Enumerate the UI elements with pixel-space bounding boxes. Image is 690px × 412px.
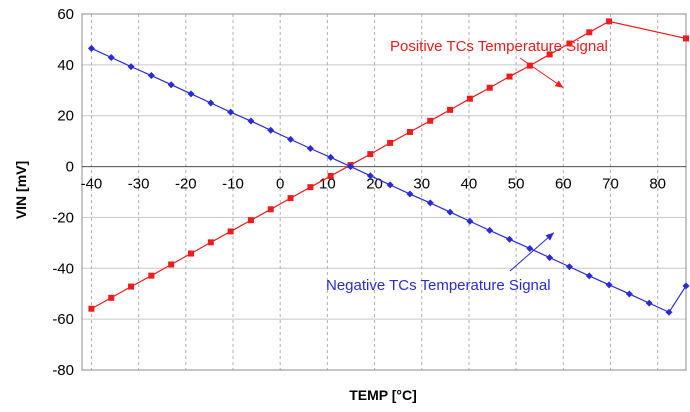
x-tick-label: 80: [649, 176, 666, 193]
data-point: [227, 108, 235, 116]
data-point: [606, 18, 613, 25]
data-point: [427, 117, 434, 124]
y-axis-title: VIN [mV]: [13, 161, 29, 219]
data-point: [406, 190, 414, 198]
x-tick-label: 30: [413, 176, 430, 193]
data-point: [247, 117, 255, 125]
annotation-arrowhead: [554, 80, 564, 88]
data-point: [486, 226, 494, 234]
data-point: [108, 294, 115, 301]
data-point: [406, 128, 413, 135]
data-point: [168, 261, 175, 268]
data-point: [346, 163, 354, 171]
x-tick-label: -20: [175, 176, 197, 193]
y-tick-label: -60: [52, 311, 74, 328]
annotation-arrow-line: [519, 57, 564, 89]
grid-layer: [82, 13, 686, 371]
plot-border: [81, 13, 687, 371]
data-point: [267, 206, 274, 213]
data-point: [526, 62, 533, 69]
data-point: [327, 172, 334, 179]
y-tick-label: 0: [66, 159, 74, 176]
data-point: [167, 81, 175, 89]
series-positive: [88, 18, 689, 312]
data-point: [566, 40, 573, 47]
data-point: [127, 63, 135, 71]
data-point: [387, 139, 394, 146]
data-point: [207, 239, 214, 246]
x-tick-label: 0: [276, 176, 284, 193]
x-tick-label: -40: [81, 176, 103, 193]
data-point: [128, 283, 135, 290]
data-point: [546, 254, 554, 262]
data-point: [565, 263, 573, 271]
x-tick-label: -10: [222, 176, 244, 193]
x-tick-label: 50: [508, 176, 525, 193]
y-tick-label: -20: [52, 209, 74, 226]
annotation-arrowhead: [545, 232, 554, 241]
data-point: [446, 208, 454, 216]
data-point: [506, 73, 513, 80]
data-point: [466, 217, 474, 225]
data-point: [426, 199, 434, 207]
data-point: [466, 95, 473, 102]
data-point: [526, 244, 534, 252]
data-point: [227, 228, 234, 235]
data-point: [586, 29, 593, 36]
y-tick-label: -80: [52, 362, 74, 379]
y-tick-label: 60: [57, 6, 74, 23]
data-point: [605, 281, 613, 289]
data-point: [367, 151, 374, 158]
data-point: [447, 106, 454, 113]
x-tick-label: 70: [602, 176, 619, 193]
data-point: [187, 90, 195, 98]
x-tick-label: 60: [555, 176, 572, 193]
data-point: [247, 217, 254, 224]
data-point: [188, 250, 195, 257]
data-point: [625, 290, 633, 298]
y-tick-label: -40: [52, 260, 74, 277]
data-point: [585, 272, 593, 280]
series-negative: [87, 44, 690, 316]
annotation-text: Negative TCs Temperature Signal: [326, 277, 551, 294]
data-point: [267, 126, 275, 134]
annotation-positive: Positive TCs Temperature Signal: [390, 38, 608, 89]
data-point: [87, 44, 95, 52]
annotation-text: Positive TCs Temperature Signal: [390, 38, 608, 55]
data-point: [645, 299, 653, 307]
y-tick-label: 40: [57, 57, 74, 74]
data-point: [147, 72, 155, 80]
series-layer: [87, 18, 690, 316]
data-point: [88, 305, 95, 312]
data-point: [306, 145, 314, 153]
data-point: [682, 282, 690, 290]
data-point: [107, 53, 115, 61]
data-point: [287, 135, 295, 143]
data-point: [546, 51, 553, 58]
data-point: [207, 99, 215, 107]
x-tick-label: 40: [461, 176, 478, 193]
x-axis-title: TEMP [°C]: [349, 387, 417, 403]
annotation-negative: Negative TCs Temperature Signal: [326, 232, 555, 294]
series-line: [91, 20, 687, 310]
data-point: [486, 84, 493, 91]
data-point: [287, 195, 294, 202]
data-point: [683, 35, 689, 42]
data-point: [148, 272, 155, 279]
data-point: [327, 153, 335, 161]
y-tick-label: 20: [57, 108, 74, 125]
annotation-layer: Positive TCs Temperature Signal Negative …: [326, 38, 608, 294]
annotation-arrow-line: [509, 232, 555, 272]
x-tick-label: -30: [128, 176, 150, 193]
data-point: [665, 308, 673, 316]
data-point: [307, 184, 314, 191]
data-point: [386, 181, 394, 189]
data-point: [506, 235, 514, 243]
data-point: [366, 172, 374, 180]
